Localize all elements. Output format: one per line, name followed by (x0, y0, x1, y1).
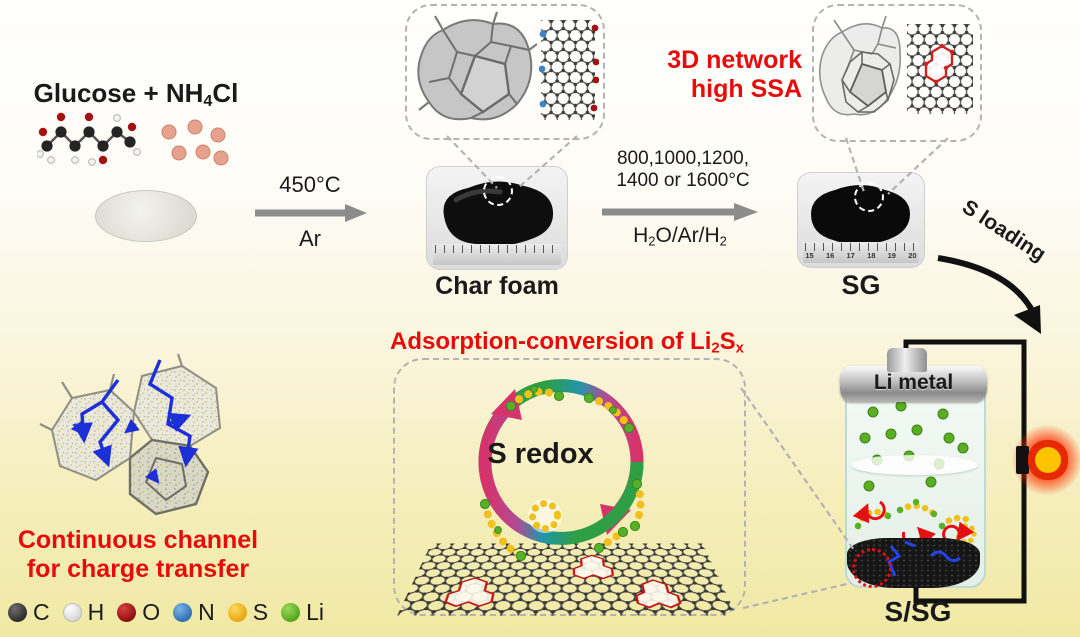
adsorption-title-s: S (720, 328, 736, 355)
figure-canvas: Glucose + NH4Cl 450°C Ar Char foam (0, 0, 1080, 637)
sg-label: SG (800, 270, 922, 301)
battery-terminal-knob (887, 348, 927, 372)
ruler-num-19: 19 (888, 251, 896, 260)
li-metal-label: Li metal (840, 371, 987, 395)
adsorption-title-main: Adsorption-conversion of Li (390, 328, 711, 355)
led-core (1035, 447, 1061, 473)
legend-label-c: C (33, 599, 50, 626)
sg-ruler: 15 16 17 18 19 20 (803, 242, 918, 263)
legend-label-li: Li (306, 599, 324, 626)
s-sg-label: S/SG (858, 596, 978, 628)
sg-ruler-numbers: 15 16 17 18 19 20 (805, 251, 916, 260)
legend-label-s: S (253, 599, 268, 626)
char-foam-zoom-marker (483, 176, 513, 206)
channel-annotation-line2: for charge transfer (27, 555, 249, 583)
nitrogen-dot-icon (173, 603, 192, 622)
legend-label-h: H (88, 599, 105, 626)
magnified-region-marker (852, 548, 892, 588)
s-redox-cycle (393, 358, 742, 614)
lithium-dot-icon (281, 603, 300, 622)
ruler-num-17: 17 (847, 251, 855, 260)
sg-zoom-marker (854, 182, 884, 212)
sulfur-dot-icon (228, 603, 247, 622)
precursor-formula-main: Glucose + NH (34, 78, 204, 108)
ruler-num-16: 16 (826, 251, 834, 260)
s-redox-label: S redox (453, 438, 628, 471)
precursor-formula: Glucose + NH4Cl (30, 78, 242, 111)
network-annotation-line2: high SSA (691, 75, 802, 103)
legend-item-s: S (228, 599, 268, 626)
atom-legend: C H O N S Li (8, 599, 324, 626)
oxygen-dot-icon (117, 603, 136, 622)
legend-label-n: N (198, 599, 215, 626)
adsorption-title: Adsorption-conversion of Li2Sx (372, 328, 762, 357)
char-foam-ruler (433, 244, 561, 265)
legend-item-h: H (63, 599, 105, 626)
legend-label-o: O (142, 599, 160, 626)
legend-item-o: O (117, 599, 160, 626)
adsorption-title-sub2: 2 (711, 341, 719, 357)
electrode-blue-channels (889, 542, 960, 576)
s-loading-arrowhead (1014, 305, 1041, 334)
s-loading-arrow (938, 258, 1034, 314)
char-foam-label: Char foam (418, 272, 576, 301)
hydrogen-dot-icon (63, 603, 82, 622)
adsorption-title-subx: x (736, 341, 744, 357)
legend-item-c: C (8, 599, 50, 626)
electrolyte-surface (851, 455, 978, 475)
ruler-num-20: 20 (908, 251, 916, 260)
network-annotation: 3D network high SSA (618, 46, 802, 104)
ruler-num-15: 15 (805, 251, 813, 260)
network-annotation-line1: 3D network (667, 46, 802, 74)
legend-item-n: N (173, 599, 215, 626)
legend-item-li: Li (281, 599, 324, 626)
channel-annotation: Continuous channel for charge transfer (12, 526, 264, 584)
channel-annotation-line1: Continuous channel (18, 526, 258, 554)
ruler-num-18: 18 (867, 251, 875, 260)
precursor-formula-end: Cl (212, 78, 238, 108)
carbon-dot-icon (8, 603, 27, 622)
